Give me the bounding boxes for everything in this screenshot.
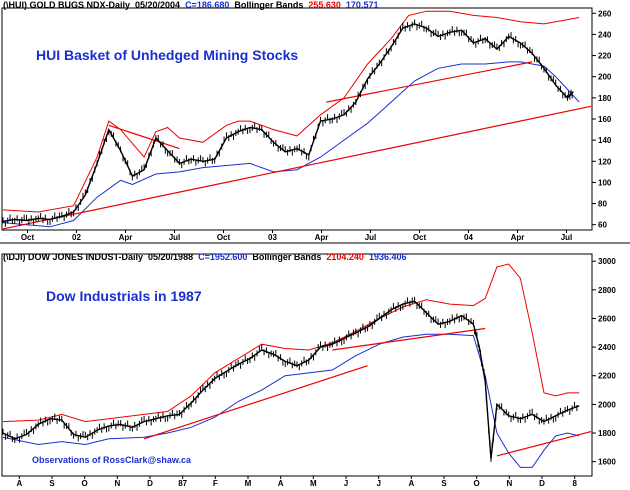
hui-xtick-label: Apr [511, 233, 525, 242]
hui-ytick-label: 120 [598, 157, 612, 166]
dow-xtick-label: 8 [572, 479, 577, 488]
hui-xtick-label: 02 [72, 233, 81, 242]
dow-chart-panel: (\DJI) DOW JONES INDUST-Daily 05/20/1988 C… [1, 252, 616, 488]
dow-xtick-label: N [114, 479, 120, 488]
dow-xtick-label: O [82, 479, 88, 488]
dow-xtick-label: N [506, 479, 512, 488]
dow-xtick-label: O [474, 479, 480, 488]
hui-xtick-label: Jul [561, 233, 573, 242]
hui-ytick-label: 220 [598, 52, 612, 61]
hui-chart-panel: (\HUI) GOLD BUGS NDX-Daily 05/20/2004 C=18… [0, 0, 630, 242]
dow-xtick-label: A [408, 479, 414, 488]
hui-header: (\HUI) GOLD BUGS NDX-Daily 05/20/2004 C=18… [3, 0, 378, 10]
dow-ytick-label: 2600 [598, 314, 616, 323]
hui-ytick-label: 60 [598, 221, 607, 230]
hui-ytick-label: 180 [598, 94, 612, 103]
hui-ytick-label: 80 [598, 200, 607, 209]
footnote: Observations of RossClark@shaw.ca [32, 455, 192, 465]
dow-xtick-label: J [344, 479, 348, 488]
hui-header-symbol: (\HUI) GOLD BUGS NDX-Daily [3, 0, 130, 10]
hui-header-date: 05/20/2004 [135, 0, 180, 10]
dow-header-close: C=1952.600 [198, 252, 247, 262]
hui-y-axis: 260 240 220 200 180 160 140 120 100 80 60 [592, 9, 612, 230]
dow-header-indicator: Bollinger Bands [252, 252, 321, 262]
hui-xtick-label: Oct [413, 233, 427, 242]
dow-ytick-label: 2400 [598, 343, 616, 352]
hui-header-indicator: Bollinger Bands [234, 0, 303, 10]
dow-trendline [143, 365, 368, 440]
hui-bands [2, 10, 580, 228]
dow-chart-title: Dow Industrials in 1987 [46, 288, 202, 304]
dow-lower-band [2, 333, 580, 468]
hui-trendline [108, 124, 180, 150]
hui-xtick-label: Jul [365, 233, 377, 242]
hui-price-line-1 [202, 23, 415, 162]
dow-xtick-label: M [310, 479, 317, 488]
hui-trendline [2, 105, 592, 230]
dow-trendline [332, 327, 486, 351]
hui-ytick-label: 240 [598, 30, 612, 39]
dow-header: (\DJI) DOW JONES INDUST-Daily 05/20/1988 C… [3, 252, 406, 262]
dow-ytick-label: 1600 [598, 458, 616, 467]
dow-plot-frame [1, 253, 593, 477]
dow-xtick-label: D [147, 479, 153, 488]
dow-price-line-2 [472, 324, 580, 459]
hui-price-line-0 [2, 127, 204, 223]
hui-header-close: C=186.680 [185, 0, 229, 10]
hui-xtick-label: Apr [119, 233, 133, 242]
dow-header-symbol: (\DJI) DOW JONES INDUST-Daily [3, 252, 143, 262]
hui-upper-band [2, 10, 580, 213]
hui-ytick-label: 100 [598, 178, 612, 187]
hui-xtick-label: Jul [169, 233, 181, 242]
dow-xtick-label: S [441, 479, 447, 488]
hui-chart-title: HUI Basket of Unhedged Mining Stocks [36, 47, 298, 63]
dow-xtick-label: 87 [178, 479, 187, 488]
dow-header-lower: 1936.406 [369, 252, 407, 262]
dow-xtick-label: A [278, 479, 284, 488]
hui-header-upper: 255.630 [308, 0, 341, 10]
hui-price-line-2 [414, 23, 574, 99]
dow-x-axis: A S O N D 87 F M A M J J A S O N D 8 [16, 476, 577, 488]
hui-header-lower: 170.571 [346, 0, 379, 10]
hui-xtick-label: Oct [21, 233, 35, 242]
dow-xtick-label: D [539, 479, 545, 488]
dow-y-axis: 3000 2800 2600 2400 2200 2000 1800 1600 [592, 257, 616, 467]
dow-xtick-label: J [376, 479, 380, 488]
hui-xtick-label: 03 [268, 233, 277, 242]
hui-price-series [2, 19, 574, 227]
hui-lower-band [2, 61, 580, 228]
dow-header-upper: 2104.240 [326, 252, 364, 262]
dow-trendlines [143, 327, 592, 457]
dow-ytick-label: 2000 [598, 400, 616, 409]
dow-xtick-label: F [213, 479, 218, 488]
dow-xtick-label: A [16, 479, 22, 488]
dow-ytick-label: 1800 [598, 429, 616, 438]
dow-xtick-label: S [49, 479, 55, 488]
hui-ytick-label: 260 [598, 9, 612, 18]
hui-xtick-label: 04 [464, 233, 473, 242]
dow-price-series [2, 296, 580, 462]
dow-xtick-label: M [245, 479, 252, 488]
dow-ytick-label: 2800 [598, 286, 616, 295]
hui-xtick-label: Apr [315, 233, 329, 242]
dow-price-line-1 [178, 300, 474, 415]
dow-trendline [496, 431, 592, 457]
dow-ytick-label: 3000 [598, 257, 616, 266]
dow-header-date: 05/20/1988 [148, 252, 193, 262]
hui-ytick-label: 140 [598, 136, 612, 145]
hui-ytick-label: 160 [598, 115, 612, 124]
hui-x-axis: Oct 02 Apr Jul Oct 03 Apr Jul Oct 04 Apr Jul [21, 230, 572, 242]
hui-ytick-label: 200 [598, 73, 612, 82]
hui-xtick-label: Oct [217, 233, 231, 242]
dow-price-line-0 [2, 413, 180, 440]
dow-ytick-label: 2200 [598, 372, 616, 381]
